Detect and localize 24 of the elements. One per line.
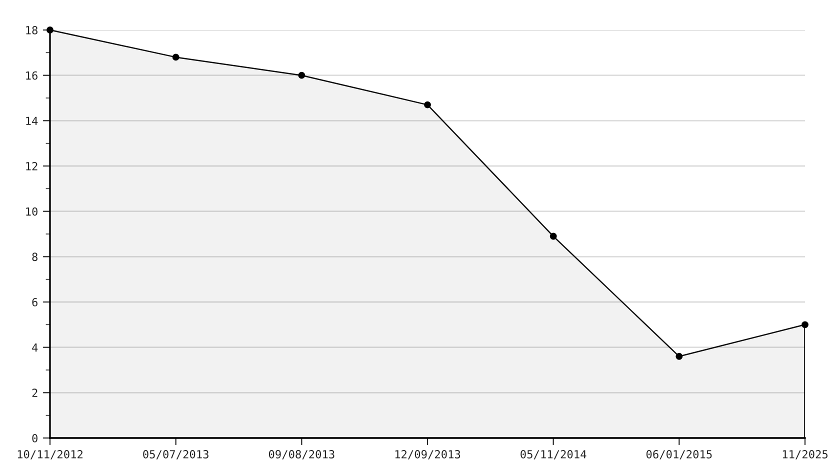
y-tick-label: 4 (32, 343, 38, 352)
y-tick-label: 16 (26, 71, 38, 80)
x-tick-label: 10/11/2012 (18, 450, 83, 460)
x-tick-label: 06/01/2015 (646, 450, 712, 460)
y-tick-label: 2 (32, 388, 38, 397)
x-tick-label: 05/07/2013 (143, 450, 208, 460)
y-tick-label: 18 (26, 26, 38, 34)
y-tick-label: 0 (32, 434, 38, 442)
x-tick-label: 09/08/2013 (268, 450, 334, 460)
point (298, 72, 306, 79)
x-tick-label: 12/09/2013 (395, 450, 460, 460)
point (676, 352, 683, 360)
point (424, 101, 431, 108)
y-tick-label: 8 (32, 252, 38, 262)
y-tick-label: 12 (26, 162, 38, 170)
x-tick-label: 11/2025 (782, 450, 828, 460)
y-tick-label: 6 (32, 298, 38, 306)
x-tick-label: 05/11/2014 (520, 450, 586, 460)
y-tick-label: 10 (26, 207, 38, 216)
point (172, 54, 180, 61)
y-tick-label: 14 (26, 116, 38, 125)
point (550, 232, 557, 240)
point (802, 321, 808, 328)
point (46, 26, 54, 34)
